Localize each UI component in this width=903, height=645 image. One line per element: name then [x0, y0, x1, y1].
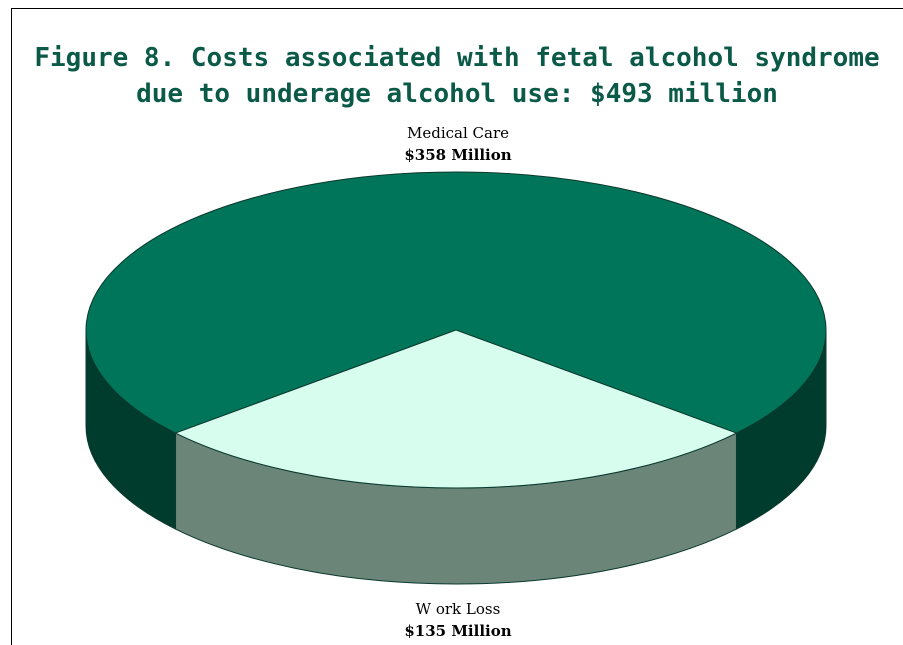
- slice-value-work-loss: $135 Million: [404, 622, 512, 640]
- slice-name-work-loss: W ork Loss: [415, 600, 501, 618]
- chart-title-line-1: Figure 8. Costs associated with fetal al…: [34, 43, 880, 73]
- pie-tops: [85, 171, 827, 489]
- slice-label-medical-care: Medical Care $358 Million: [358, 122, 558, 166]
- slice-name-medical-care: Medical Care: [406, 124, 509, 142]
- chart-frame: [11, 8, 903, 645]
- slice-label-work-loss: W ork Loss $135 Million: [358, 598, 558, 642]
- chart-title: Figure 8. Costs associated with fetal al…: [11, 40, 903, 112]
- chart-title-line-2: due to underage alcohol use: $493 millio…: [136, 79, 778, 109]
- slice-value-medical-care: $358 Million: [404, 146, 512, 164]
- pie-sides: [85, 329, 827, 585]
- pie-slice-medical-care: [85, 171, 827, 434]
- pie-slice-work-loss: [174, 329, 738, 489]
